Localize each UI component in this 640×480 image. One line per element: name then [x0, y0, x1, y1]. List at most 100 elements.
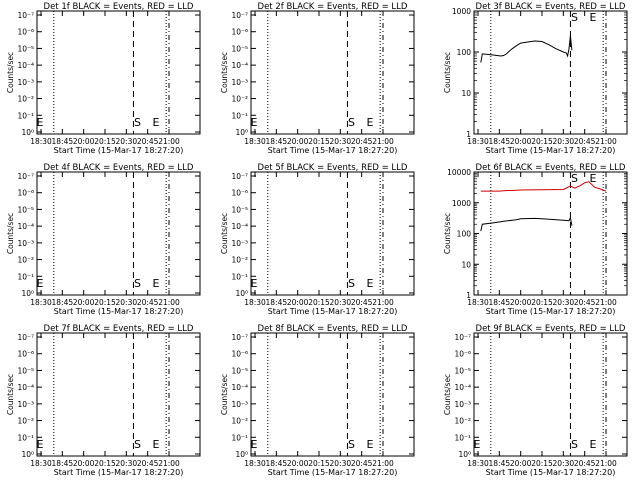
y-axis-title: Counts/sec	[443, 374, 452, 415]
x-tick-label: 20:00	[510, 298, 532, 307]
start-marker-label: S	[571, 438, 578, 451]
x-tick-label: 20:30	[553, 459, 575, 468]
series-line-2	[480, 215, 573, 232]
y-tick-label: 10⁰	[235, 450, 248, 459]
start-marker-label: S	[571, 11, 578, 24]
y-tick-label: 10⁻⁵	[17, 366, 34, 375]
x-tick-label: 18:30	[244, 459, 266, 468]
y-tick-label: 10⁻¹	[17, 272, 34, 281]
panel-9: Det 9f BLACK = Events, RED = LLD Counts/s…	[443, 324, 628, 477]
y-axis-title: Counts/sec	[6, 374, 15, 415]
x-tick-label: 20:00	[287, 298, 309, 307]
y-tick-label: 10⁻⁶	[454, 350, 471, 359]
y-tick-label: 10⁻⁴	[17, 61, 34, 70]
y-tick-label: 10000	[447, 168, 471, 177]
x-axis-title: Start Time (15-Mar-17 18:27:20)	[54, 468, 184, 477]
x-tick-label: 18:45	[489, 137, 511, 146]
plot-frame	[36, 332, 201, 457]
start-marker-label: S	[134, 116, 141, 129]
y-tick-label: 10⁻²	[17, 95, 34, 104]
panel-2: Det 2f BLACK = Events, RED = LLD Counts/s…	[220, 2, 415, 155]
panel-3: Det 3f BLACK = Events, RED = LLD Counts/s…	[443, 2, 628, 155]
y-tick-label: 10⁻⁵	[231, 44, 248, 53]
x-tick-label: 21:00	[158, 459, 180, 468]
x-tick-label: 20:15	[308, 298, 330, 307]
x-tick-label: 20:00	[287, 459, 309, 468]
end-marker-label: E	[152, 438, 159, 451]
end-marker-label: E	[589, 438, 596, 451]
x-tick-label: 21:00	[595, 137, 617, 146]
plot-frame	[250, 10, 415, 135]
x-tick-label: 18:30	[244, 298, 266, 307]
left-end-marker-label: E	[37, 116, 44, 129]
y-axis-title: Counts/sec	[443, 52, 452, 93]
x-tick-label: 20:15	[94, 459, 116, 468]
y-tick-label: 10⁻⁶	[17, 28, 34, 37]
y-tick-label: 1000	[452, 7, 471, 16]
end-marker-label: E	[366, 438, 373, 451]
x-tick-label: 20:45	[137, 298, 159, 307]
x-tick-label: 21:00	[158, 298, 180, 307]
y-tick-label: 10⁻⁴	[454, 383, 471, 392]
series-line-1	[480, 181, 607, 192]
x-tick-label: 21:00	[372, 459, 394, 468]
x-tick-label: 21:00	[158, 137, 180, 146]
start-marker-label: S	[571, 172, 578, 185]
y-tick-label: 10⁻³	[17, 239, 34, 248]
panel-title: Det 7f BLACK = Events, RED = LLD	[44, 324, 194, 334]
y-tick-label: 10⁻⁵	[17, 44, 34, 53]
y-tick-label: 1000	[452, 199, 471, 208]
y-tick-label: 10⁰	[21, 128, 34, 137]
x-tick-label: 20:00	[73, 298, 95, 307]
x-axis-title: Start Time (15-Mar-17 18:27:20)	[486, 146, 616, 155]
y-tick-label: 10⁻⁶	[17, 350, 34, 359]
y-tick-label: 10⁻³	[454, 400, 471, 409]
y-tick-label: 10⁰	[458, 450, 471, 459]
x-tick-label: 20:15	[308, 459, 330, 468]
x-axis-title: Start Time (15-Mar-17 18:27:20)	[54, 146, 184, 155]
y-axis-title: Counts/sec	[220, 374, 229, 415]
left-end-marker-label: E	[37, 438, 44, 451]
y-axis-title: Counts/sec	[6, 213, 15, 254]
y-tick-label: 10⁻²	[17, 256, 34, 265]
y-tick-label: 10⁻¹	[17, 111, 34, 120]
x-tick-label: 20:30	[116, 137, 138, 146]
y-tick-label: 10⁻²	[231, 256, 248, 265]
y-tick-label: 10⁻³	[231, 400, 248, 409]
x-tick-label: 20:45	[351, 298, 373, 307]
x-tick-label: 18:30	[467, 459, 489, 468]
y-tick-label: 10⁻³	[231, 78, 248, 87]
panel-title: Det 9f BLACK = Events, RED = LLD	[476, 324, 626, 334]
left-end-marker-label: E	[37, 277, 44, 290]
panel-title: Det 1f BLACK = Events, RED = LLD	[44, 2, 194, 12]
panel-title: Det 5f BLACK = Events, RED = LLD	[258, 163, 408, 173]
x-tick-label: 20:45	[137, 459, 159, 468]
panel-title: Det 2f BLACK = Events, RED = LLD	[258, 2, 408, 12]
y-tick-label: 10⁻⁴	[231, 61, 248, 70]
x-axis-title: Start Time (15-Mar-17 18:27:20)	[268, 468, 398, 477]
plot-frame	[250, 332, 415, 457]
x-tick-label: 20:15	[308, 137, 330, 146]
left-end-marker-label: E	[474, 438, 481, 451]
x-tick-label: 18:30	[30, 137, 52, 146]
x-tick-label: 18:30	[467, 298, 489, 307]
x-tick-label: 20:30	[330, 137, 352, 146]
y-tick-label: 10⁰	[21, 450, 34, 459]
y-tick-label: 10⁻²	[231, 417, 248, 426]
x-tick-label: 18:30	[467, 137, 489, 146]
y-tick-label: 10⁻²	[17, 417, 34, 426]
x-tick-label: 20:00	[510, 459, 532, 468]
x-tick-label: 20:45	[574, 459, 596, 468]
y-tick-label: 10⁻³	[231, 239, 248, 248]
y-tick-label: 10⁻⁶	[17, 189, 34, 198]
y-tick-label: 10⁻¹	[454, 433, 471, 442]
x-tick-label: 20:15	[94, 298, 116, 307]
panel-8: Det 8f BLACK = Events, RED = LLD Counts/s…	[220, 324, 415, 477]
y-tick-label: 10⁰	[235, 289, 248, 298]
y-axis-title: Counts/sec	[6, 52, 15, 93]
x-tick-label: 21:00	[372, 298, 394, 307]
plot-frame	[250, 171, 415, 296]
y-tick-label: 10⁻⁷	[17, 11, 34, 20]
x-tick-label: 18:30	[30, 298, 52, 307]
